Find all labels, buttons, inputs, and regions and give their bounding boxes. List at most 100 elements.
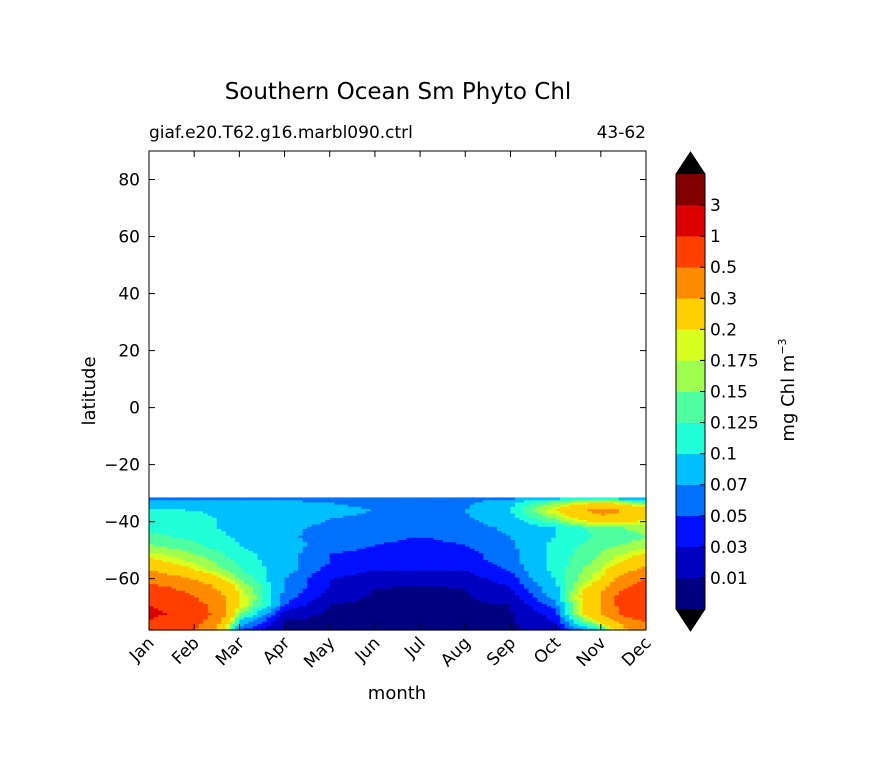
heatmap-cell: [587, 561, 593, 565]
heatmap-cell: [343, 543, 349, 547]
heatmap-cell: [546, 581, 552, 585]
heatmap-cell: [216, 572, 222, 576]
heatmap-cell: [239, 603, 245, 607]
heatmap-cell: [158, 539, 164, 543]
heatmap-cell: [261, 554, 268, 558]
heatmap-cell: [176, 532, 182, 536]
heatmap-cell: [582, 532, 588, 536]
heatmap-cell: [270, 579, 277, 582]
heatmap-cell: [415, 574, 421, 578]
heatmap-cell: [578, 541, 584, 545]
heatmap-cell: [447, 588, 453, 591]
heatmap-cell: [239, 561, 245, 565]
heatmap-cell: [564, 548, 570, 552]
heatmap-cell: [248, 557, 254, 560]
heatmap-cell: [289, 596, 295, 600]
heatmap-cell: [496, 530, 503, 534]
heatmap-cell: [392, 546, 399, 549]
heatmap-cell: [578, 548, 584, 552]
heatmap-cell: [370, 594, 376, 598]
heatmap-cell: [596, 590, 602, 594]
heatmap-cell: [402, 552, 408, 556]
heatmap-cell: [185, 532, 191, 536]
heatmap-cell: [216, 616, 222, 620]
heatmap-cell: [424, 546, 430, 549]
heatmap-cell: [361, 607, 367, 611]
heatmap-cell: [167, 588, 173, 591]
heatmap-cell: [275, 539, 281, 543]
heatmap-cell: [551, 616, 557, 620]
heatmap-cell: [320, 541, 326, 545]
heatmap-cell: [524, 563, 530, 567]
heatmap-cell: [402, 546, 408, 549]
heatmap-cell: [596, 599, 602, 602]
heatmap-cell: [248, 543, 254, 547]
heatmap-cell: [365, 621, 371, 624]
heatmap-cell: [257, 554, 263, 558]
heatmap-cell: [302, 627, 308, 631]
heatmap-cell: [347, 541, 353, 545]
heatmap-cell: [356, 557, 362, 560]
heatmap-cell: [383, 546, 390, 549]
heatmap-cell: [243, 546, 249, 549]
heatmap-cell: [587, 623, 593, 627]
heatmap-cell: [270, 605, 277, 609]
heatmap-cell: [483, 592, 489, 596]
heatmap-cell: [478, 537, 484, 540]
heatmap-cell: [569, 574, 575, 578]
heatmap-cell: [338, 550, 344, 554]
heatmap-cell: [415, 568, 421, 571]
heatmap-cell: [203, 614, 209, 618]
heatmap-cell: [591, 532, 597, 536]
heatmap-cell: [542, 618, 548, 622]
heatmap-cell: [388, 601, 394, 605]
heatmap-cell: [311, 539, 317, 543]
heatmap-cell: [632, 592, 638, 596]
heatmap-cell: [542, 627, 548, 631]
heatmap-cell: [374, 621, 381, 624]
heatmap-cell: [356, 607, 362, 611]
heatmap-cell: [275, 583, 281, 587]
heatmap-cell: [365, 610, 371, 613]
heatmap-cell: [289, 603, 295, 607]
heatmap-cell: [641, 537, 647, 540]
heatmap-cell: [338, 607, 344, 611]
heatmap-cell: [302, 554, 308, 558]
heatmap-cell: [397, 623, 403, 627]
heatmap-cell: [573, 599, 579, 602]
heatmap-cell: [406, 541, 412, 545]
heatmap-cell: [510, 614, 516, 618]
heatmap-cell: [379, 614, 385, 618]
heatmap-cell: [225, 625, 231, 629]
heatmap-cell: [519, 530, 525, 534]
heatmap-cell: [356, 618, 362, 622]
heatmap-cell: [171, 565, 177, 569]
heatmap-cell: [469, 605, 475, 609]
heatmap-cell: [406, 561, 412, 565]
heatmap-cell: [555, 612, 561, 616]
heatmap-cell: [230, 590, 236, 594]
heatmap-cell: [347, 612, 353, 616]
heatmap-cell: [365, 561, 371, 565]
heatmap-cell: [542, 610, 548, 613]
heatmap-cell: [316, 574, 322, 578]
heatmap-cell: [212, 599, 218, 602]
heatmap-cell: [564, 616, 570, 620]
heatmap-cell: [424, 548, 430, 552]
heatmap-cell: [311, 576, 317, 580]
heatmap-cell: [153, 576, 159, 580]
heatmap-cell: [533, 530, 539, 534]
heatmap-cell: [185, 583, 191, 587]
heatmap-cell: [465, 554, 471, 558]
heatmap-cell: [298, 539, 304, 543]
heatmap-cell: [465, 601, 471, 605]
heatmap-cell: [388, 594, 394, 598]
heatmap-cell: [230, 576, 236, 580]
heatmap-cell: [587, 532, 593, 536]
heatmap-cell: [266, 625, 272, 629]
heatmap-cell: [230, 627, 236, 631]
heatmap-cell: [334, 605, 340, 609]
heatmap-cell: [447, 534, 453, 538]
heatmap-cell: [203, 570, 209, 574]
heatmap-cell: [627, 625, 634, 629]
